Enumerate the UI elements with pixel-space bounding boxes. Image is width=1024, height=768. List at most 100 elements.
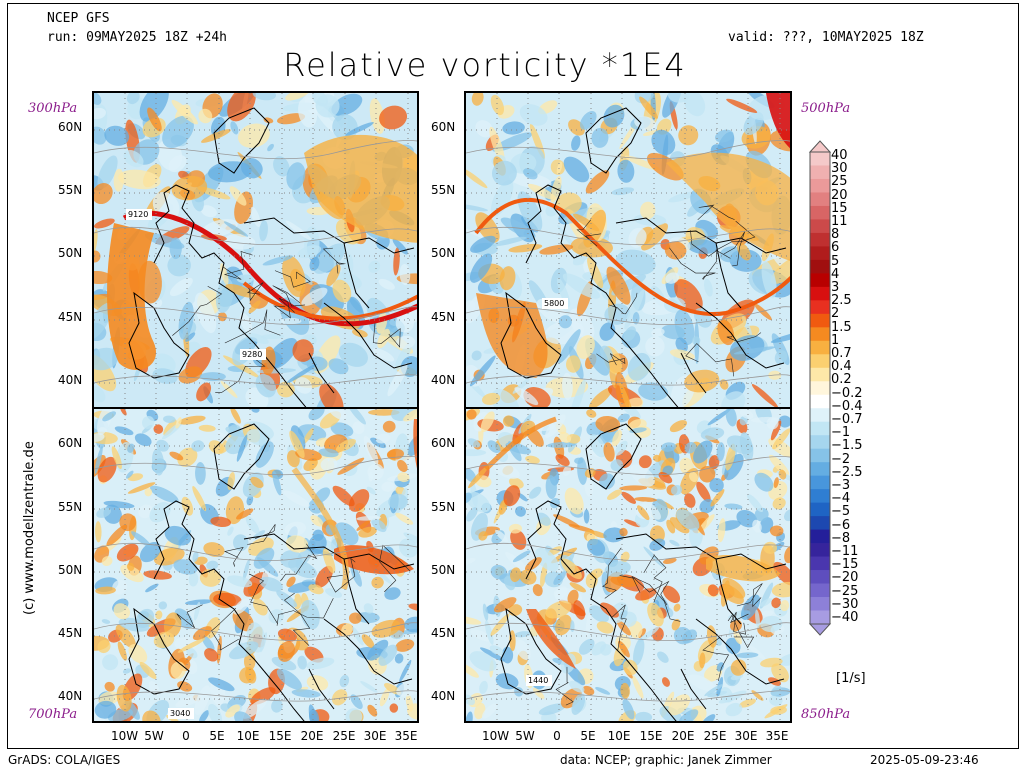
coastline [695,618,785,685]
lon-tick-label: 20E [671,729,695,743]
country-border [669,247,716,280]
colorbar-label: 1 [831,332,840,348]
coastline [128,291,190,379]
coastline [308,352,335,394]
lat-tick-label: 60N [431,120,456,134]
colorbar-swatch [810,354,830,369]
country-border [596,353,626,366]
height-contour [466,140,790,160]
colorbar-swatch [810,273,830,288]
height-contour [466,542,790,561]
colorbar-swatch [810,529,830,544]
country-border [322,247,345,274]
coastline [680,352,707,394]
colorbar-label: −15 [831,557,859,573]
country-border [643,554,667,602]
colorbar-swatch [810,286,830,301]
coastline [500,291,562,379]
lat-tick-label: 60N [58,120,83,134]
colorbar-units: [1/s] [836,671,866,686]
colorbar-swatch [810,408,830,423]
colorbar-label: −2.5 [831,464,863,480]
lon-tick-label: 0 [182,729,190,743]
figure-frame [7,3,1019,749]
colorbar-swatch [810,556,830,571]
coastline [585,107,642,174]
lat-tick-label: 45N [431,626,456,640]
country-border [222,251,253,280]
colorbar-swatch [810,543,830,557]
svg-text:5800: 5800 [544,299,564,308]
colorbar-label: 40 [831,148,848,163]
colorbar-swatch [810,610,830,625]
country-border [224,309,281,344]
country-border [284,592,311,646]
run-label: run: 09MAY2025 18Z +24h [47,30,228,45]
svg-text:1440: 1440 [528,676,548,685]
lat-tick-label: 50N [58,246,83,260]
colorbar-swatch [810,462,830,477]
colorbar-label: 30 [831,161,848,177]
colorbar-swatch [810,597,830,611]
country-border [215,353,266,393]
colorbar-swatch [810,232,830,247]
colorbar-label: 8 [831,227,840,243]
lat-tick-label: 45N [58,626,83,640]
country-border [619,575,670,606]
height-contour [466,306,790,326]
country-border [223,546,244,567]
coastline [500,607,562,695]
colorbar-swatch [810,394,830,409]
lat-tick-label: 50N [431,563,456,577]
lon-tick-label: 35E [394,729,418,743]
lon-tick-label: 30E [734,729,758,743]
coastline [525,500,637,672]
country-border [176,604,203,629]
height-contour [94,140,417,160]
coastline [635,354,679,407]
svg-text:9120: 9120 [128,210,148,219]
country-border [276,598,334,626]
height-contour [466,226,790,245]
colorbar-swatch [810,435,830,450]
country-border [379,544,411,593]
coastline [263,354,307,407]
colorbar-swatch [810,421,830,436]
coastline [715,558,742,625]
colorbar-swatch [810,367,830,382]
lat-tick-label: 40N [431,373,456,387]
svg-text:9280: 9280 [242,350,262,359]
country-border [172,286,223,336]
lat-tick-label: 45N [431,310,456,324]
lon-tick-label: 5E [209,729,225,743]
colorbar-swatch [810,583,830,598]
height-contour [466,456,790,476]
level-label-850: 850hPa [801,707,851,722]
colorbar-label: 4 [831,266,840,282]
country-border [273,297,295,319]
colorbar-label: −1 [831,425,851,441]
lat-tick-label: 40N [58,689,83,703]
colorbar-label: 11 [831,214,848,229]
coastline [263,670,305,721]
colorbar-swatch [810,448,830,463]
page-title: Relative vorticity *1E4 [283,46,687,84]
footer-grads: GrADS: COLA/IGES [8,753,121,767]
country-border [246,282,264,302]
lat-tick-label: 55N [58,500,83,514]
colorbar-swatch [810,165,830,180]
colorbar-label: 1.5 [831,319,852,335]
colorbar-label: −2 [831,451,851,467]
colorbar-swatch [810,516,830,530]
lon-tick-label: 10W [111,729,139,743]
lon-tick-label: 20E [300,729,324,743]
country-border [726,332,762,342]
coastline [323,618,413,685]
colorbar-swatch [810,381,830,396]
colorbar-top-arrow [808,140,832,153]
country-border [697,204,735,221]
colorbar-label: −8 [831,530,851,546]
lat-tick-label: 45N [58,310,83,324]
lon-tick-label: 10E [236,729,260,743]
coastline [635,670,677,721]
